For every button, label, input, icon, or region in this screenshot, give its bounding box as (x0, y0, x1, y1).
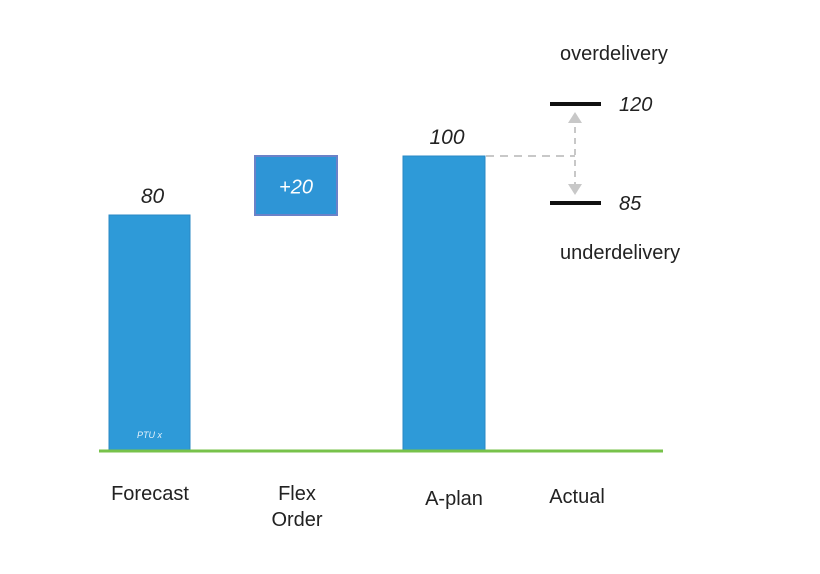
category-label-flex-order: Flex Order (271, 483, 322, 531)
category-label-actual: Actual (549, 486, 605, 508)
threshold-value-overdelivery: 120 (619, 94, 652, 116)
bar-label-forecast: 80 (141, 185, 165, 208)
bar-flex-order (254, 155, 338, 216)
tolerance-arrow-down-head (568, 184, 582, 195)
threshold-name-underdelivery: underdelivery (560, 242, 680, 264)
bar-a-plan (402, 155, 486, 452)
bar-label-a-plan: 100 (429, 126, 464, 149)
threshold-name-overdelivery: overdelivery (560, 43, 668, 65)
tolerance-arrow-up-head (568, 112, 582, 123)
bar-forecast (108, 214, 191, 452)
category-label-forecast: Forecast (111, 483, 189, 505)
category-label-a-plan: A-plan (425, 488, 483, 510)
threshold-value-underdelivery: 85 (619, 193, 642, 215)
bar-label-flex-order: +20 (279, 177, 313, 199)
bar-inner-label-forecast: PTU x (137, 430, 163, 440)
